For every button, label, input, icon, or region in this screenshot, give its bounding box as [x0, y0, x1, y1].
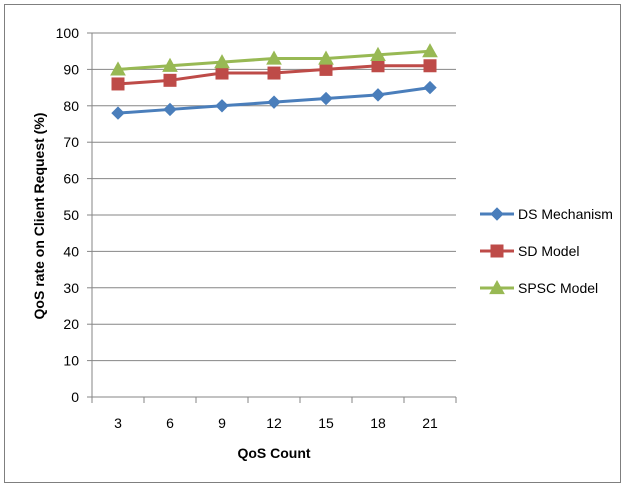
x-tick-label: 21 [422, 415, 438, 431]
series-layer [110, 43, 438, 120]
y-axis-title: QoS rate on Client Request (%) [31, 113, 47, 320]
data-point-ds-mechanism [423, 80, 437, 95]
data-point-ds-mechanism [215, 99, 229, 113]
x-axis-title: QoS Count [237, 445, 310, 461]
data-point-ds-mechanism [267, 95, 281, 109]
x-tick-label: 18 [370, 415, 386, 431]
data-point-ds-mechanism [371, 88, 385, 102]
x-tick-label: 9 [218, 415, 226, 431]
legend-label-sd-model: SD Model [518, 243, 579, 259]
y-tick-label: 60 [63, 171, 79, 187]
x-tick-label: 15 [318, 415, 334, 431]
data-point-spsc-model [110, 61, 126, 76]
y-tick-label: 40 [63, 243, 79, 259]
data-point-sd-model [111, 77, 125, 91]
y-tick-label: 0 [71, 389, 79, 405]
data-point-sd-model [267, 66, 281, 80]
data-point-ds-mechanism [111, 106, 125, 120]
data-point-sd-model [215, 66, 229, 80]
data-point-sd-model [319, 62, 333, 76]
data-point-sd-model [163, 73, 177, 87]
y-tick-label: 30 [63, 280, 79, 296]
legend-marker-ds-mechanism [490, 207, 504, 221]
y-tick-label: 100 [56, 25, 80, 41]
x-tick-label: 3 [114, 415, 122, 431]
y-tick-label: 80 [63, 98, 79, 114]
x-tick-labels: 3 6 9 12 15 18 21 [114, 415, 438, 431]
y-tick-label: 20 [63, 316, 79, 332]
legend: DS Mechanism SD Model SPSC Model [480, 206, 613, 296]
data-point-sd-model [423, 59, 437, 73]
y-tick-labels: 0 10 20 30 40 50 60 70 80 90 100 [56, 25, 80, 405]
x-tick-label: 12 [266, 415, 282, 431]
data-point-ds-mechanism [319, 91, 333, 106]
y-tick-label: 10 [63, 353, 79, 369]
data-point-spsc-model [266, 50, 282, 65]
data-point-spsc-model [422, 43, 438, 58]
data-point-spsc-model [162, 57, 178, 72]
chart-frame [4, 4, 621, 483]
data-point-spsc-model [318, 50, 334, 65]
legend-marker-sd-model [490, 244, 504, 258]
data-point-sd-model [371, 59, 385, 73]
x-tick-label: 6 [166, 415, 174, 431]
axes [87, 32, 457, 403]
data-point-spsc-model [214, 54, 230, 69]
y-tick-label: 50 [63, 207, 79, 223]
data-point-spsc-model [370, 46, 386, 61]
y-tick-label: 70 [63, 134, 79, 150]
data-point-ds-mechanism [163, 102, 177, 117]
legend-marker-spsc-model [489, 279, 505, 295]
legend-label-ds-mechanism: DS Mechanism [518, 206, 613, 222]
y-tick-label: 90 [63, 61, 79, 77]
legend-label-spsc-model: SPSC Model [518, 280, 598, 296]
